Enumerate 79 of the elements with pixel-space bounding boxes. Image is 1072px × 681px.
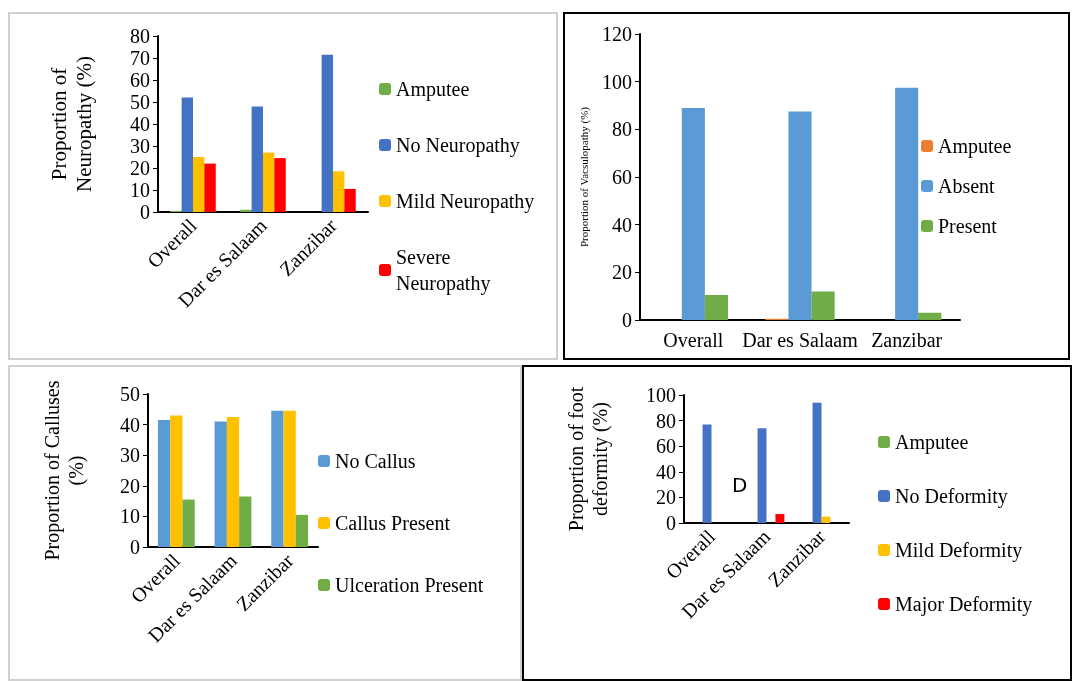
legend-label: No Deformity [895,485,1008,508]
bar [812,402,822,523]
x-tick-label: Zanzibar [871,329,943,351]
y-tick-label: 10 [130,179,150,201]
bar [251,106,263,212]
bar [344,188,356,212]
y-tick-label: 80 [130,25,150,47]
bar [274,158,286,212]
y-tick-label: 10 [120,505,140,528]
y-tick-label: 60 [130,69,150,91]
y-tick-label: 80 [656,409,676,432]
legend-label: Present [938,215,998,237]
bar [895,87,919,320]
legend-label: Major Deformity [895,593,1033,616]
y-tick-label: 0 [130,536,140,558]
y-axis-title: Proportion of Calluses (%) [41,380,88,561]
legend-label: Callus Present [335,512,451,534]
legend-label: Amputee [938,135,1012,158]
y-tick-label: 70 [130,47,150,69]
y-tick-label: 50 [120,383,140,405]
x-tick-label: Overall [663,329,724,351]
legend-label: Severe Neuropathy [396,246,491,295]
y-tick-label: 100 [646,384,676,406]
bar [214,421,227,547]
y-axis-title: Proportion of Vacsulopathy (%) [577,106,591,248]
bar [157,420,171,547]
bar [283,410,296,547]
y-tick-label: 80 [612,118,632,141]
bar [321,54,333,212]
bar [681,107,705,320]
bar [239,496,252,547]
y-tick-label: 30 [120,444,140,467]
y-tick-label: 40 [656,460,676,483]
bar [182,499,195,547]
bar [170,415,183,547]
bar [263,152,275,212]
y-tick-label: 50 [130,91,150,113]
legend-label: No Neuropathy [396,134,520,157]
y-axis-title: Proportion of Neuropathy (%) [46,56,96,192]
bar [757,428,767,523]
bar [271,410,284,547]
legend-label: Mild Neuropathy [396,190,535,213]
bar [240,209,252,212]
y-axis-title: Proportion of foot deformity (%) [565,386,612,532]
legend-label: Ulceration Present [335,574,484,596]
y-tick-label: 20 [612,261,632,284]
y-tick-label: 0 [622,309,632,331]
bar [226,416,240,547]
bar [918,312,942,320]
y-tick-label: 60 [656,435,676,458]
bar [181,97,193,212]
bar [702,424,712,523]
bar [811,291,835,320]
bar [788,111,812,320]
bar [204,163,216,212]
bar [775,514,785,523]
bar [295,514,309,547]
legend-label: Absent [938,175,996,197]
y-tick-label: 0 [666,512,676,534]
y-tick-label: 120 [602,23,632,45]
x-tick-label: Dar es Salaam [742,329,859,351]
legend-label: No Callus [335,450,416,472]
y-tick-label: 0 [140,201,150,223]
legend-label: Amputee [396,78,470,101]
bar [193,157,205,212]
legend-label: Mild Deformity [895,539,1023,562]
y-tick-label: 100 [602,70,632,93]
annotation: D [732,473,748,497]
y-tick-label: 40 [120,413,140,436]
y-tick-label: 20 [120,474,140,497]
bar [704,294,728,320]
bar [333,171,345,212]
y-tick-label: 20 [130,157,150,179]
y-tick-label: 60 [612,166,632,188]
y-tick-label: 40 [130,113,150,135]
y-tick-label: 30 [130,135,150,157]
y-tick-label: 20 [656,486,676,509]
legend-label: Amputee [895,431,969,454]
y-tick-label: 40 [612,213,632,236]
